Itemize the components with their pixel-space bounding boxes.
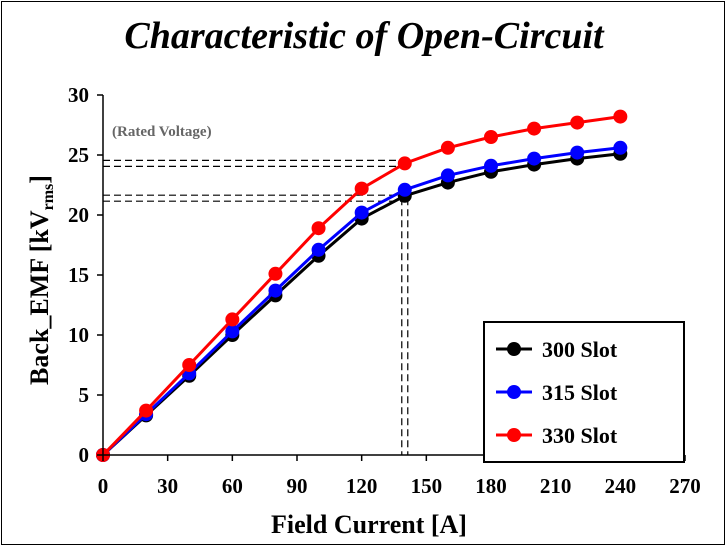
x-tick-label: 90 (287, 474, 308, 498)
data-point (139, 403, 154, 418)
y-tick-label: 15 (68, 263, 89, 287)
data-point (354, 181, 369, 196)
data-point (613, 140, 628, 155)
data-point (613, 109, 628, 124)
data-point (397, 156, 412, 171)
data-point (354, 205, 369, 220)
data-point (484, 130, 498, 144)
data-point (268, 266, 283, 281)
legend-swatch-marker (507, 342, 521, 356)
x-tick-label: 60 (222, 474, 243, 498)
y-axis-label-end: ] (25, 175, 54, 184)
data-point (527, 121, 542, 136)
x-tick-label: 270 (669, 474, 701, 498)
rated-voltage-annotation: (Rated Voltage) (112, 124, 212, 140)
data-point (484, 158, 498, 173)
data-point (311, 221, 326, 236)
x-axis-label: Field Current [A] (271, 510, 467, 539)
x-tick-label: 180 (475, 474, 507, 498)
reference-lines (103, 159, 409, 455)
ticks: 0 30 60 90 120 150 180 210 240 270 0 5 10 15 20 25 30 (68, 83, 701, 498)
data-point (570, 145, 585, 160)
data-point (440, 140, 455, 155)
series-330-slot (96, 109, 628, 462)
y-axis-label: Back_EMF [kVrms] (25, 175, 57, 385)
y-tick-label: 30 (68, 83, 89, 107)
x-tick-label: 150 (411, 474, 443, 498)
legend-swatch-marker (507, 385, 521, 399)
data-point (440, 168, 455, 183)
data-point (311, 242, 326, 257)
x-tick-label: 30 (157, 474, 178, 498)
x-tick-label: 210 (540, 474, 572, 498)
y-axis-label-sub: rms (40, 184, 57, 211)
legend-swatch-marker (507, 428, 521, 442)
x-tick-label: 120 (346, 474, 378, 498)
y-tick-label: 0 (79, 443, 90, 467)
x-tick-label: 240 (605, 474, 637, 498)
y-tick-label: 10 (68, 323, 89, 347)
data-point (527, 151, 542, 166)
y-axis-label-main: Back_EMF [kV (25, 210, 54, 385)
data-point (268, 283, 283, 298)
y-tick-label: 5 (79, 383, 90, 407)
y-tick-label: 20 (68, 203, 89, 227)
x-tick-label: 0 (98, 474, 109, 498)
legend-label: 330 Slot (542, 423, 618, 448)
y-tick-label: 25 (68, 143, 89, 167)
data-point (570, 115, 585, 130)
data-point (225, 312, 240, 327)
legend-label: 300 Slot (542, 337, 618, 362)
data-point (225, 324, 240, 339)
series-layer (96, 109, 628, 462)
data-point (182, 358, 197, 372)
series-315-slot (96, 140, 628, 462)
chart-title: Characteristic of Open-Circuit (124, 15, 604, 57)
legend: 300 Slot 315 Slot 330 Slot (483, 321, 685, 463)
legend-label: 315 Slot (542, 380, 618, 405)
data-point (397, 182, 412, 197)
